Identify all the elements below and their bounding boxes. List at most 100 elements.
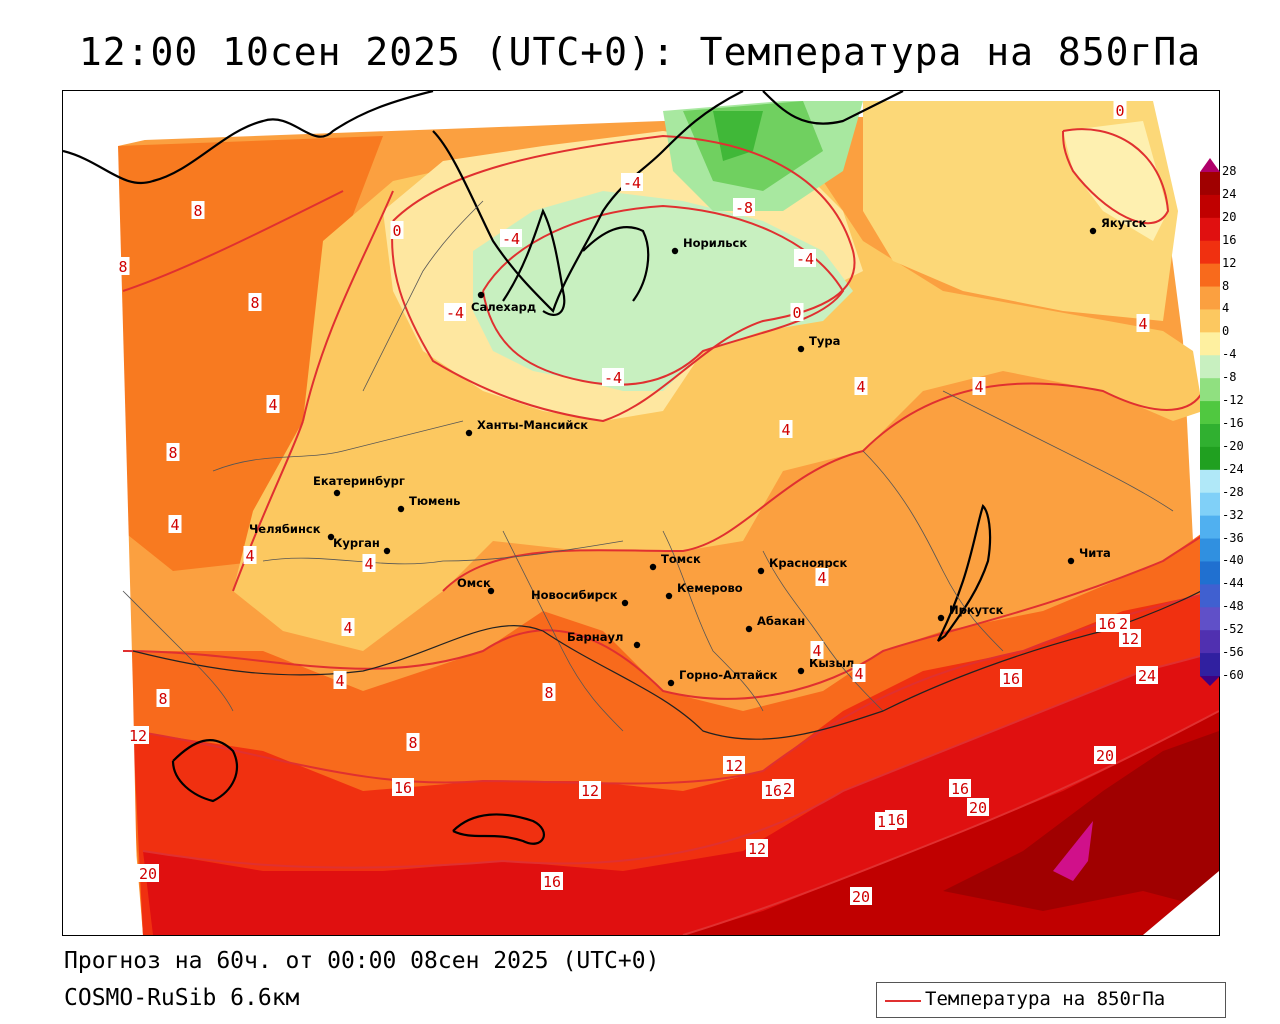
coastline-taymyr xyxy=(762,91,904,125)
city-label: Норильск xyxy=(683,236,747,250)
city-dot xyxy=(797,345,805,353)
coastline-barents xyxy=(63,91,434,184)
isotherm-0 xyxy=(391,134,856,423)
city-label: Омск xyxy=(457,576,491,590)
city-dot xyxy=(1067,557,1075,565)
city-dot xyxy=(745,625,753,633)
isotherm-label-bg xyxy=(972,377,986,395)
colorbar-tick-label: 24 xyxy=(1222,186,1237,201)
isotherm-label: 8 xyxy=(166,443,180,462)
isotherm-label-text: 4 xyxy=(1138,315,1147,333)
isotherm-label-bg xyxy=(815,568,829,586)
isotherm-label-bg xyxy=(733,198,755,216)
isotherm-label-bg xyxy=(248,293,262,311)
colorbar-tick-label: -52 xyxy=(1222,622,1244,637)
city-label: Чита xyxy=(1079,546,1111,560)
city-dot xyxy=(383,547,391,555)
isotherm-label-text: 4 xyxy=(854,665,863,683)
city-markers: Якутск Норильск Салехард Тура Ханты-Мансийск… xyxy=(249,216,1147,687)
isotherm-label-bg xyxy=(854,377,868,395)
isotherm-label-text: 12 xyxy=(748,840,766,858)
city-label: Якутск xyxy=(1101,216,1147,230)
city-dot xyxy=(633,641,641,649)
isotherm-label: 0 xyxy=(390,221,404,240)
colorbar-segment xyxy=(1200,194,1220,219)
isotherm-label-bg xyxy=(116,257,130,275)
colorbar-tick-label: -56 xyxy=(1222,645,1244,660)
city-label: Кызыл xyxy=(809,656,854,670)
colorbar-segment xyxy=(1200,424,1220,448)
isotherm-label-text: 16 xyxy=(1002,670,1020,688)
colorbar-segment xyxy=(1200,630,1220,654)
city-dot xyxy=(487,587,495,595)
colorbar-tick-label: 20 xyxy=(1222,209,1237,224)
city-label: Новосибирск xyxy=(531,588,618,602)
colorbar-segment xyxy=(1200,492,1220,517)
isotherm-label: 16 xyxy=(762,781,784,800)
isotherm-label: 4 xyxy=(810,641,824,660)
isotherm-label-bg xyxy=(127,726,149,744)
isotherm-label-text: 4 xyxy=(781,421,790,439)
isotherm-label-text: 0 xyxy=(392,222,401,240)
coastline-gydan xyxy=(582,226,650,302)
isotherm-label-bg xyxy=(542,683,556,701)
isotherm-label-text: 20 xyxy=(969,799,987,817)
isotherm-label: -4 xyxy=(621,173,643,192)
colorbar-segment xyxy=(1200,515,1220,540)
coastline-yamal xyxy=(502,208,566,316)
colorbar-segment xyxy=(1200,653,1220,677)
isotherm-label-text: 12 xyxy=(581,782,599,800)
colorbar-top-arrow xyxy=(1200,158,1220,172)
isotherm-label-bg xyxy=(444,303,466,321)
isotherm-label-bg xyxy=(1000,669,1022,687)
colorbar-segment xyxy=(1200,263,1220,288)
isotherm-label-text: 4 xyxy=(856,378,865,396)
isotherm-label: 4 xyxy=(243,546,257,565)
isotherm-label-bg xyxy=(794,249,816,267)
isotherm-label-text: 4 xyxy=(812,642,821,660)
border-9 xyxy=(122,590,234,712)
isotherm-label: 16 xyxy=(541,872,563,891)
temperature-colorbar xyxy=(1200,158,1220,686)
isotherm-label: 12 xyxy=(1119,629,1141,648)
isotherm-label-bg xyxy=(1096,614,1118,632)
isotherm-label-text: 16 xyxy=(394,779,412,797)
isotherm-label-text: -4 xyxy=(502,230,520,248)
isotherm-label: 20 xyxy=(137,864,159,883)
city-label: Горно-Алтайск xyxy=(679,668,778,682)
isotherm-label-text: -8 xyxy=(735,199,753,217)
isotherm-label-bg xyxy=(166,443,180,461)
isotherm-label-bg xyxy=(852,664,866,682)
isotherm-label-text: 8 xyxy=(118,258,127,276)
isotherm-label-text: -4 xyxy=(446,304,464,322)
isotherm-label: -4 xyxy=(500,229,522,248)
city-dot xyxy=(757,567,765,575)
zone-minus12 xyxy=(713,111,763,161)
colorbar-segment xyxy=(1200,286,1220,310)
isotherm-label: 16 xyxy=(885,810,907,829)
isotherm-label: 16 xyxy=(1000,669,1022,688)
isotherm-label-text: 8 xyxy=(168,444,177,462)
isotherm-label-bg xyxy=(1136,666,1158,684)
isotherm-label-text: -4 xyxy=(796,250,814,268)
colorbar-segment xyxy=(1200,607,1220,631)
city-dot xyxy=(649,563,657,571)
isotherm-label-text: 20 xyxy=(1096,747,1114,765)
isotherm-label: -4 xyxy=(794,249,816,268)
isotherm-label: 8 xyxy=(542,683,556,702)
border-2 xyxy=(262,540,624,565)
isotherm-label: 4 xyxy=(341,618,355,637)
isotherm-label: 20 xyxy=(850,887,872,906)
isotherm-label-text: 4 xyxy=(817,569,826,587)
isotherm-label: 12 xyxy=(723,756,745,775)
isotherm-label-text: 12 xyxy=(725,757,743,775)
colorbar-tick-label: 16 xyxy=(1222,232,1237,247)
isotherm-label-text: 4 xyxy=(343,619,352,637)
colorbar-tick-label: -60 xyxy=(1222,668,1244,682)
isotherm-label: 20 xyxy=(967,798,989,817)
isotherm-label-text: 4 xyxy=(245,547,254,565)
isotherm-label-text: 16 xyxy=(543,873,561,891)
border-8 xyxy=(362,200,484,392)
colorbar-segment xyxy=(1200,584,1220,608)
outside-domain-nw xyxy=(63,91,363,151)
